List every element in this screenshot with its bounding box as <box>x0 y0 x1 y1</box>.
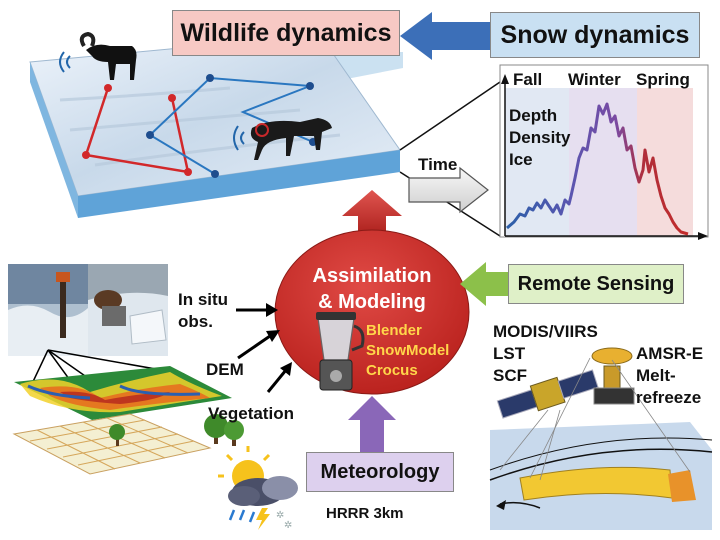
season-label-spring: Spring <box>636 70 690 89</box>
input-arrows <box>236 303 292 393</box>
dem-label: DEM <box>206 360 244 379</box>
model-crocus: Crocus <box>366 362 418 379</box>
animal-track-lines <box>82 74 317 178</box>
wolf-icon <box>233 118 332 160</box>
hrrr-label: HRRR 3km <box>326 505 404 522</box>
property-label-ice: Ice <box>509 150 533 169</box>
property-label-density: Density <box>509 128 571 147</box>
model-to-snow-arrow <box>342 190 402 232</box>
season-label-fall: Fall <box>513 70 543 89</box>
tree-icon <box>109 414 244 446</box>
season-label-winter: Winter <box>568 70 621 89</box>
amsr-label: AMSR-E <box>636 344 704 363</box>
time-arrow <box>408 166 489 214</box>
snowpack-chart <box>499 64 709 240</box>
model-snowmodel: SnowModel <box>366 342 450 359</box>
svg-text:✲: ✲ <box>284 520 292 531</box>
blender-icon <box>316 312 365 391</box>
field-photos <box>8 264 168 356</box>
remote-sensing-arrow <box>460 262 508 306</box>
amsr-swath-illustration <box>489 357 713 530</box>
bighorn-sheep-icon <box>59 31 137 80</box>
melt-label: Melt- <box>636 366 676 385</box>
model-blender: Blender <box>366 322 422 339</box>
snow-slab-illustration <box>29 34 403 218</box>
property-label-depth: Depth <box>509 106 558 125</box>
meteorology-box: Meteorology <box>306 452 454 492</box>
meteorology-arrow <box>348 396 396 452</box>
assimilation-title: Assimilation <box>312 265 432 287</box>
time-label: Time <box>418 155 458 174</box>
snow-dynamics-box: Snow dynamics <box>490 12 700 58</box>
satellite-icon <box>496 369 599 419</box>
modis-label: MODIS/VIIRS <box>493 322 598 341</box>
snow-to-wildlife-arrow <box>400 12 490 60</box>
lst-label: LST <box>493 344 526 363</box>
in-situ-label: In situ <box>178 290 229 309</box>
remote-sensing-box: Remote Sensing <box>508 264 684 304</box>
vegetation-label: Vegetation <box>208 404 294 423</box>
dem-map <box>14 366 232 420</box>
weather-icon: ✲✲ <box>218 446 298 531</box>
modeling-title: & Modeling <box>318 291 426 313</box>
scf-label: SCF <box>493 366 527 385</box>
svg-text:✲: ✲ <box>276 510 284 521</box>
vegetation-grid <box>12 413 244 475</box>
refreeze-label: refreeze <box>636 388 702 407</box>
wildlife-dynamics-box: Wildlife dynamics <box>172 10 400 56</box>
in-situ-label-obs: obs. <box>178 312 213 331</box>
satellite-icon <box>591 347 635 405</box>
